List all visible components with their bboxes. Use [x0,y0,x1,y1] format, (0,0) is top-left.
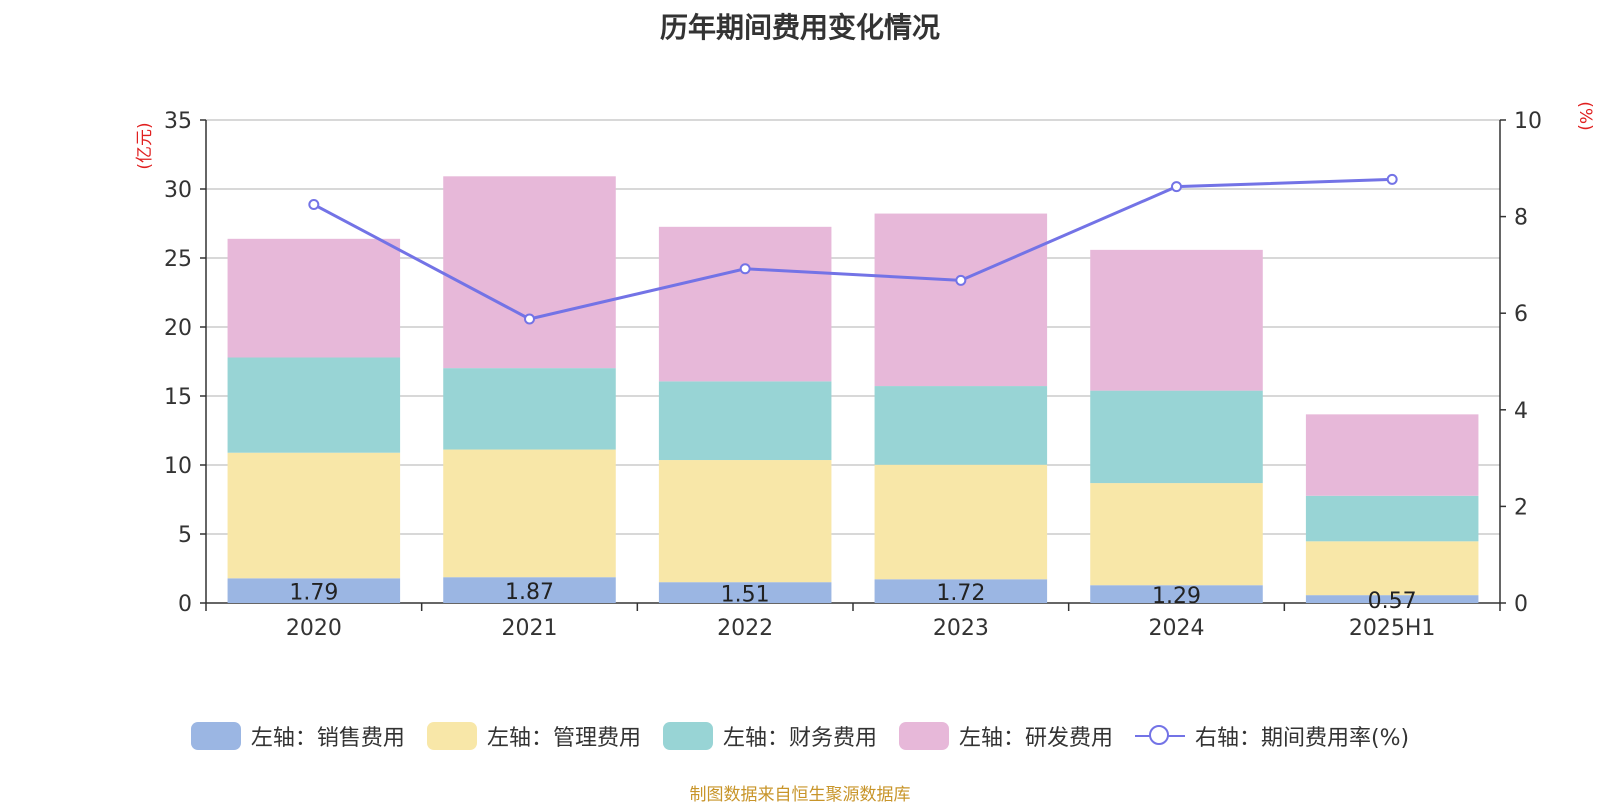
x-axis-tick-label: 2020 [286,616,342,641]
bar-segment-3 [227,238,401,358]
bar-segment-2 [443,368,616,450]
bar-segment-3 [658,226,832,382]
bar-segment-0 [874,579,1048,603]
bar-segment-1 [1090,483,1263,586]
legend-label-rate: 右轴：期间费用率(%) [1194,726,1410,751]
y-axis-tick-label: 0 [178,592,192,617]
y-axis-tick-label: 30 [164,178,192,203]
bar-segment-3 [1090,249,1263,391]
bar-segment-2 [874,386,1048,465]
bar-segment-0 [227,578,401,603]
bar-segment-1 [874,464,1048,580]
y-axis-tick-label: 20 [164,316,192,341]
y2-axis-tick-label: 8 [1514,206,1528,231]
legend-swatch-sales [190,722,241,750]
y-axis-tick-label: 5 [178,523,192,548]
source-note: 制图数据来自恒生聚源数据库 [689,785,911,805]
y-axis-unit-label: (亿元) [135,122,155,169]
legend-label-rnd: 左轴：研发费用 [958,726,1113,751]
y2-axis-tick-label: 10 [1514,109,1542,134]
bar-segment-1 [443,449,616,578]
rate-line [313,177,1393,321]
legend-label-sales: 左轴：销售费用 [250,726,405,751]
bar-segment-3 [443,176,616,369]
x-axis-tick-label: 2025H1 [1349,616,1436,641]
y2-axis-tick-label: 0 [1514,592,1528,617]
legend-swatch-finance [662,722,713,750]
bar-segment-3 [874,213,1048,387]
y2-axis-tick-label: 2 [1514,495,1528,520]
bar-segment-1 [227,452,401,579]
bar-segment-0 [1090,585,1263,603]
y-axis-tick-label: 10 [164,454,192,479]
rate-point [1171,181,1182,193]
y-axis-tick-label: 25 [164,247,192,272]
x-axis-tick-label: 2021 [502,616,558,641]
x-axis-tick-label: 2024 [1149,616,1205,641]
chart-legend: 左轴：销售费用 左轴：管理费用 左轴：财务费用 左轴：研发费用 右轴：期间费用率… [0,720,1600,752]
bar-segment-2 [1305,495,1479,542]
legend-item-rate[interactable]: 右轴：期间费用率(%) [1134,720,1410,752]
rate-point [1386,173,1398,185]
legend-swatch-rnd [898,722,949,750]
legend-swatch-rate [1134,722,1185,750]
bar-segment-2 [658,381,832,461]
y2-axis-tick-label: 6 [1514,302,1528,327]
bar-segment-0 [1305,595,1479,603]
bar-data-label: 0.57 [1368,589,1417,614]
legend-label-admin: 左轴：管理费用 [486,726,641,751]
rate-point [739,263,751,275]
y-axis-tick-label: 35 [164,109,192,134]
chart-title: 历年期间费用变化情况 [659,11,940,44]
y2-axis-tick-label: 4 [1514,399,1528,424]
x-axis-tick-label: 2023 [933,616,989,641]
bar-segment-2 [227,357,401,453]
y2-axis-unit-label: (%) [1575,101,1595,130]
legend-label-finance: 左轴：财务费用 [722,726,877,751]
legend-item-sales[interactable]: 左轴：销售费用 [190,720,405,752]
rate-point [524,313,535,325]
bar-segment-1 [658,460,832,583]
legend-swatch-admin [426,722,477,750]
bar-data-label: 1.87 [505,580,554,605]
rate-point [308,199,320,211]
bar-data-label: 1.72 [936,581,985,606]
rate-point [955,274,967,286]
bar-segment-2 [1090,390,1263,484]
bar-data-label: 1.29 [1152,584,1201,609]
bar-segment-0 [658,582,832,603]
bar-segment-3 [1305,414,1479,496]
bar-data-label: 1.51 [721,583,770,608]
bar-segment-1 [1305,541,1479,596]
x-axis-tick-label: 2022 [717,616,773,641]
legend-item-finance[interactable]: 左轴：财务费用 [662,720,877,752]
bar-data-label: 1.79 [289,581,338,606]
y-axis-tick-label: 15 [164,385,192,410]
bar-segment-0 [443,577,616,603]
legend-item-admin[interactable]: 左轴：管理费用 [426,720,641,752]
legend-item-rnd[interactable]: 左轴：研发费用 [898,720,1113,752]
